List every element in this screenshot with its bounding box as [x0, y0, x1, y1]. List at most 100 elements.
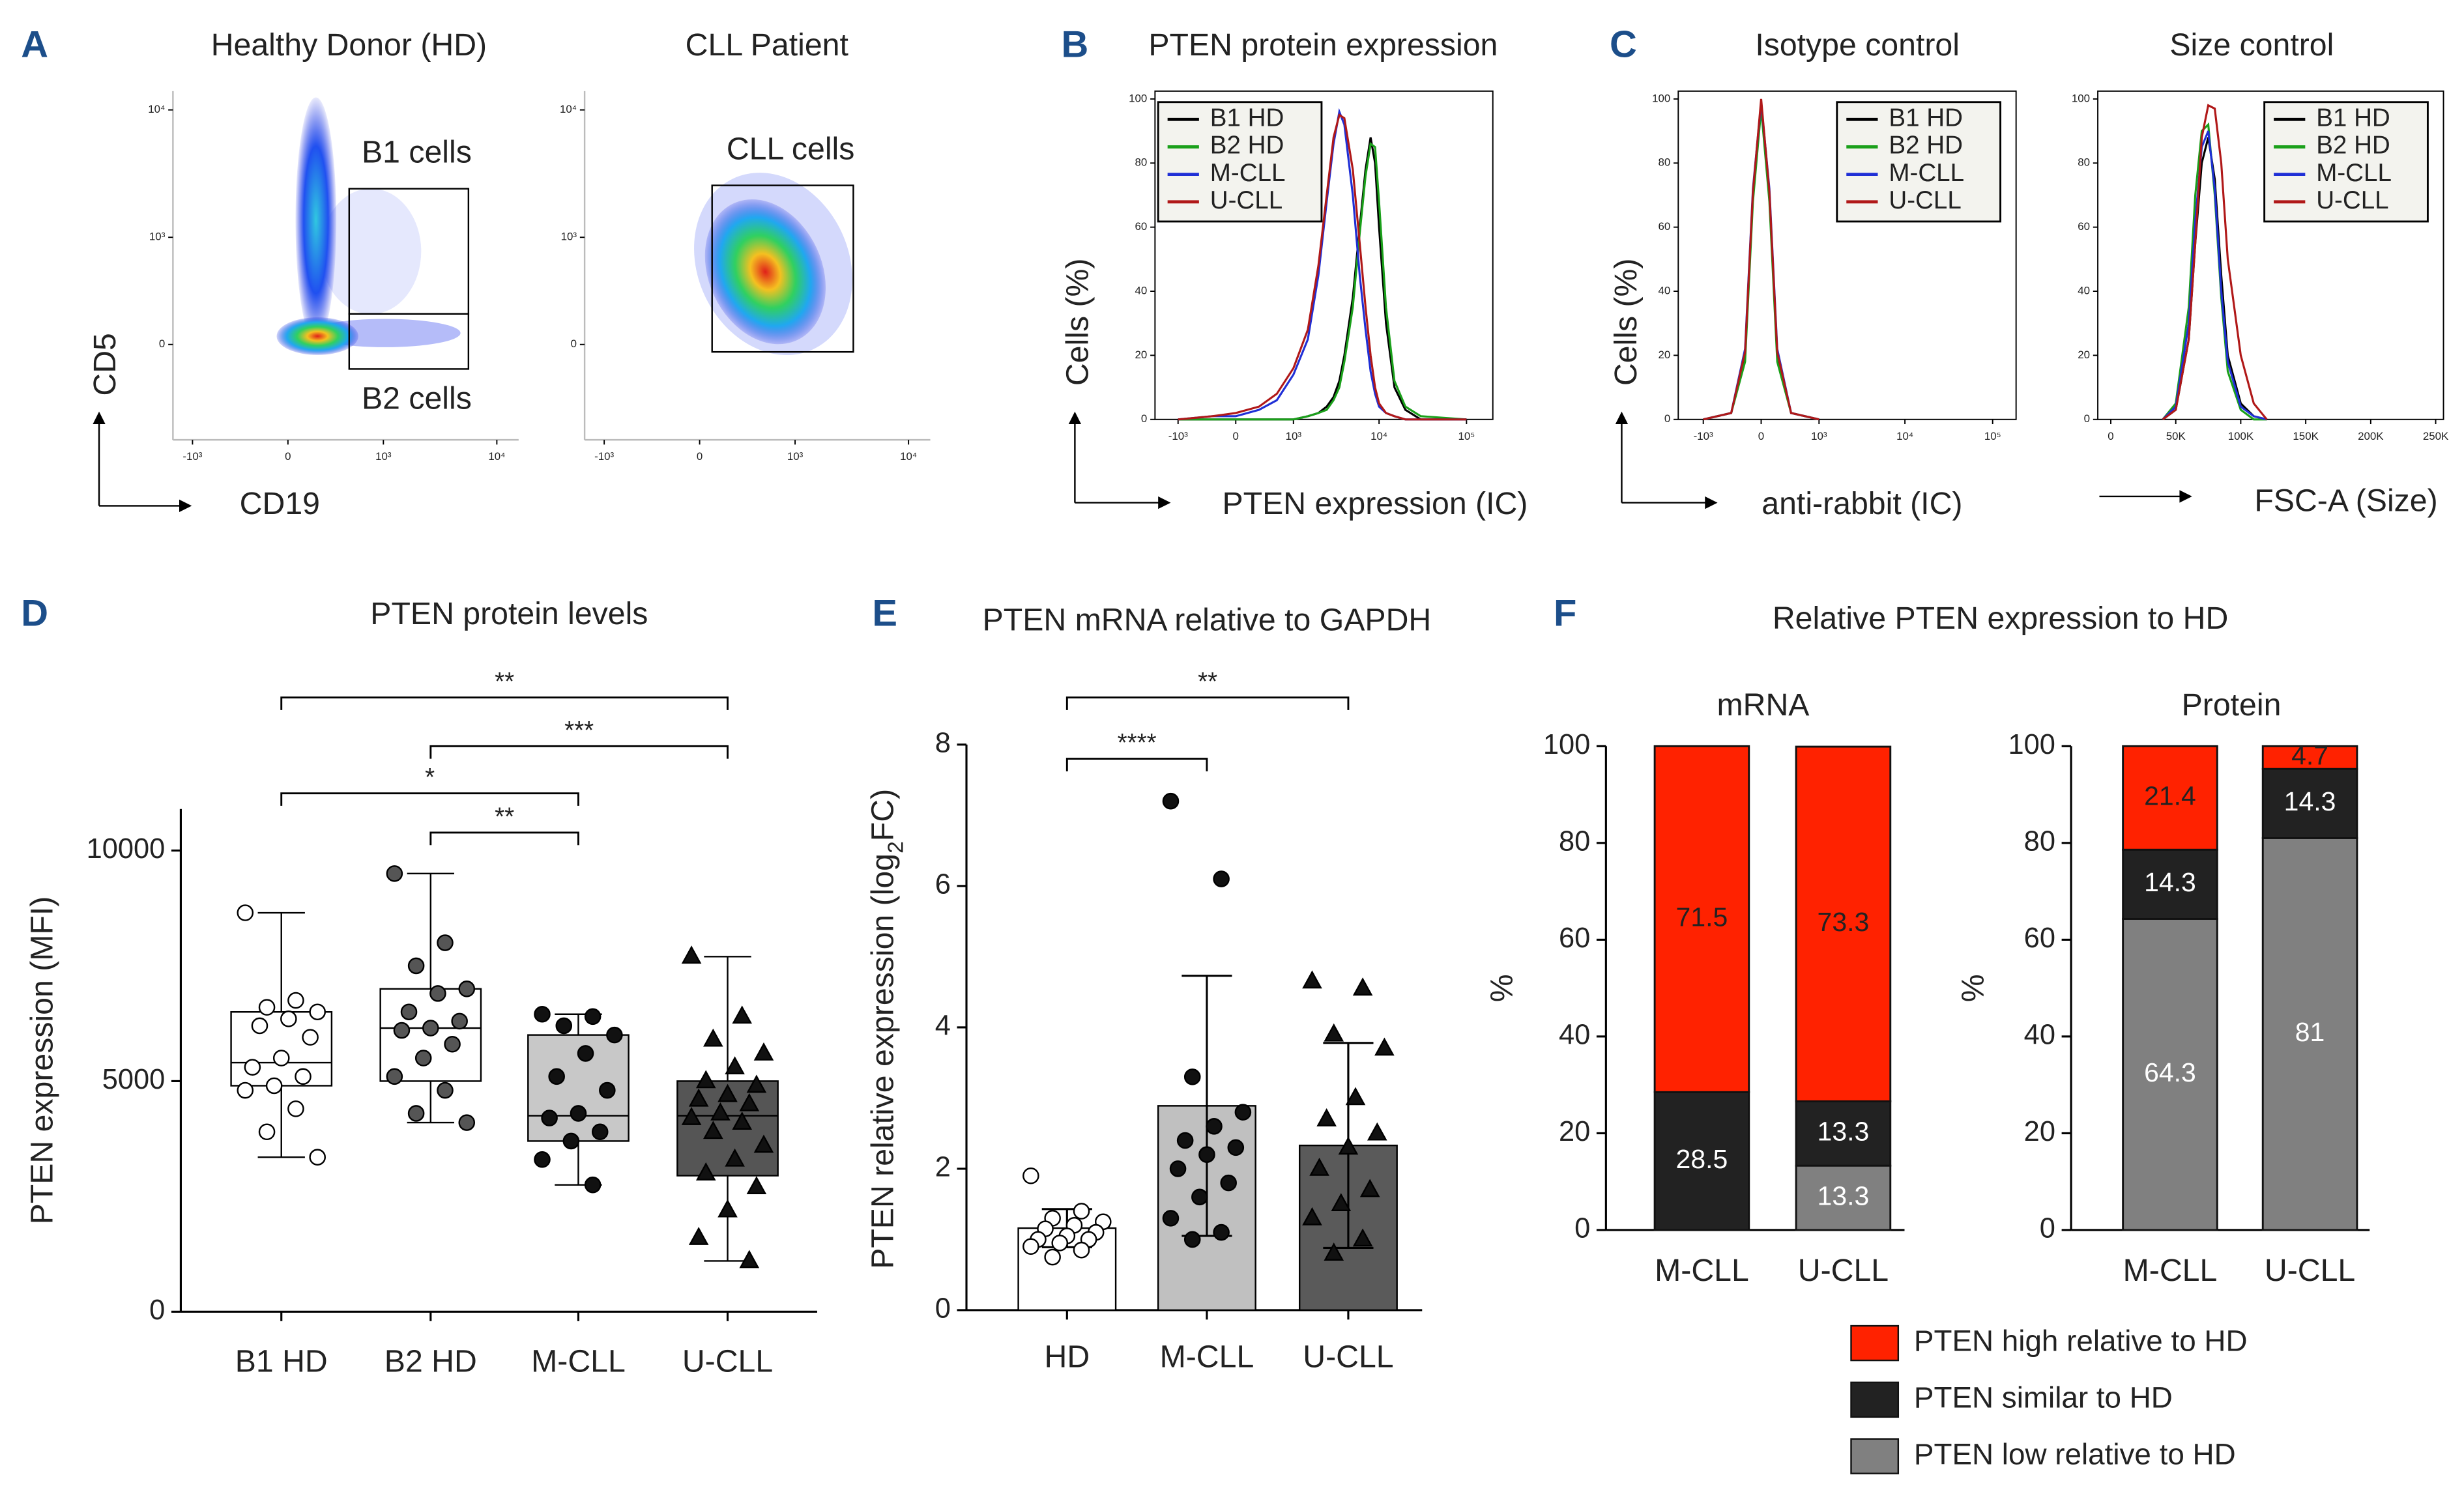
significance-label: ** [495, 803, 514, 831]
y-axis-label-part: PTEN relative expression (log [865, 853, 900, 1269]
y-tick-label: 80 [1559, 825, 1590, 857]
x-tick-label: B1 HD [235, 1344, 328, 1379]
data-point [1044, 1248, 1061, 1266]
arrow-head [179, 499, 192, 513]
panel-letter: F [1554, 592, 1576, 634]
y-axis-label: PTEN relative expression (log2FC) [865, 789, 908, 1269]
series-line [2162, 104, 2268, 421]
data-point [1359, 1179, 1380, 1197]
data-point [295, 1068, 312, 1085]
y-tick-label: 60 [1658, 220, 1670, 233]
density [276, 317, 358, 355]
gate-label: B1 cells [362, 134, 472, 169]
y-tick-label: 60 [1135, 220, 1148, 233]
x-tick-label: 10⁵ [1984, 430, 2001, 442]
data-point [437, 934, 454, 951]
y-tick-label: 0 [935, 1293, 951, 1324]
data-point [753, 1042, 774, 1061]
data-point [407, 1105, 425, 1122]
data-point [732, 1111, 752, 1130]
arrow-head [2179, 490, 2192, 503]
data-point [1213, 1224, 1230, 1241]
bar-segment [2122, 745, 2218, 851]
data-point [1022, 1238, 1039, 1255]
legend-label: U-CLL [1210, 186, 1283, 214]
legend-swatch [1850, 1325, 1900, 1362]
series-line [2162, 130, 2267, 421]
x-tick-label: 0 [2108, 430, 2113, 442]
data-point [444, 1035, 461, 1053]
x-tick-label: -10³ [594, 450, 614, 463]
data-point [703, 1028, 723, 1047]
data-point [1213, 870, 1230, 887]
significance-bracket [280, 792, 579, 806]
data-point [272, 1050, 290, 1067]
data-point [251, 1017, 268, 1035]
plot-frame [1154, 90, 1494, 420]
y-tick-label: 0 [571, 337, 577, 350]
value-label: 28.5 [1676, 1144, 1728, 1174]
x-tick-label: U-CLL [1303, 1339, 1393, 1374]
box [230, 1011, 333, 1087]
bar-segment [2261, 837, 2358, 1231]
data-point [309, 1003, 326, 1020]
value-label: 21.4 [2144, 781, 2196, 811]
chart-title: CLL Patient [686, 27, 849, 63]
legend-label: U-CLL [2316, 186, 2388, 214]
data-point [681, 1107, 702, 1125]
gate [711, 184, 854, 353]
value-label: 14.3 [2284, 786, 2336, 816]
legend-label: M-CLL [1889, 159, 1964, 187]
x-tick-label: 50K [2166, 430, 2186, 442]
data-point [451, 1012, 468, 1030]
data-point [458, 1114, 476, 1131]
data-point [1345, 1087, 1366, 1106]
panel-letter: E [872, 592, 897, 634]
x-tick-label: 0 [285, 450, 291, 463]
x-axis-label: FSC-A (Size) [2254, 483, 2437, 518]
data-point [739, 1250, 760, 1268]
y-tick-label: 60 [2078, 220, 2090, 233]
chart-title: Size control [2169, 27, 2334, 63]
y-tick-label: 100 [1652, 92, 1670, 104]
y-tick-label: 6 [935, 868, 951, 900]
y-tick-label: 10³ [149, 231, 166, 243]
y-tick-label: 0 [2040, 1212, 2055, 1244]
data-point [1324, 1242, 1344, 1261]
x-tick-label: U-CLL [1798, 1253, 1889, 1288]
significance-label: * [425, 764, 435, 792]
x-tick-label: 10³ [375, 450, 392, 463]
y-tick-label: 10⁴ [148, 103, 165, 115]
gate-label: CLL cells [727, 131, 855, 166]
x-tick-label: 10⁴ [1370, 430, 1387, 442]
significance-label: **** [1118, 729, 1157, 757]
x-tick-label: -10³ [1168, 430, 1188, 442]
x-tick-label: M-CLL [1655, 1253, 1749, 1288]
y-axis-label: % [1484, 974, 1519, 1002]
y-tick-label: 80 [2078, 156, 2090, 169]
data-point [688, 1227, 709, 1245]
chart-title: Healthy Donor (HD) [211, 27, 487, 63]
data-point [599, 1082, 616, 1099]
x-tick-label: M-CLL [2123, 1253, 2218, 1288]
legend-label: PTEN similar to HD [1914, 1381, 2173, 1414]
legend-label: PTEN low relative to HD [1914, 1437, 2236, 1470]
gate-label: B2 cells [362, 380, 472, 416]
x-tick-label: -10³ [1694, 430, 1713, 442]
data-point [717, 1199, 738, 1218]
data-point [1169, 1160, 1187, 1177]
data-point [1022, 1167, 1039, 1184]
facet-title: mRNA [1717, 687, 1810, 723]
y-tick-label: 40 [2078, 284, 2090, 296]
data-point [437, 1082, 454, 1099]
data-point [717, 1083, 738, 1102]
arrow-head [93, 411, 106, 425]
data-point [541, 1110, 558, 1126]
data-point [570, 1105, 587, 1122]
bar-segment [1653, 745, 1750, 1093]
y-tick-label: 0 [1141, 412, 1147, 425]
value-label: 73.3 [1818, 907, 1870, 937]
x-axis-label: CD19 [240, 486, 320, 521]
y-tick-label: 0 [1574, 1212, 1590, 1244]
